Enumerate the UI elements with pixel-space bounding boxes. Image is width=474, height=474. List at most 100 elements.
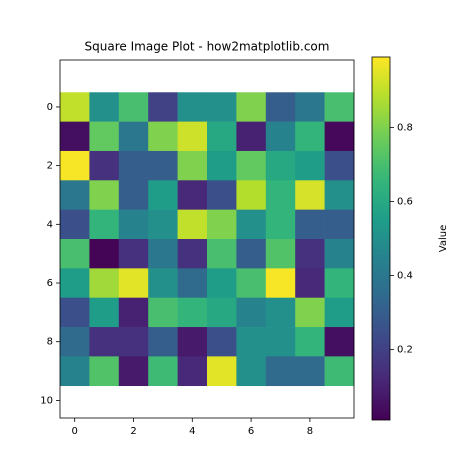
cell <box>265 209 296 240</box>
cell <box>118 121 149 152</box>
y-tick-label: 2 <box>47 161 53 172</box>
y-tick-label: 8 <box>47 337 53 348</box>
cell <box>324 150 355 181</box>
cell <box>177 209 208 240</box>
cell <box>295 239 325 269</box>
cell <box>207 180 237 210</box>
cell <box>118 356 149 387</box>
cell <box>236 239 267 269</box>
cell <box>265 239 296 269</box>
cell <box>89 180 120 210</box>
colorbar-label: Value <box>438 225 449 252</box>
cell <box>89 209 120 240</box>
cell <box>177 121 208 152</box>
cell <box>236 327 267 357</box>
cell <box>148 180 178 210</box>
cell <box>207 209 237 240</box>
cell <box>148 297 178 328</box>
cell <box>177 239 208 269</box>
cell <box>118 180 149 210</box>
chart-title: Square Image Plot - how2matplotlib.com <box>85 40 330 54</box>
cell <box>118 239 149 269</box>
axes-frame <box>59 59 355 419</box>
cell <box>295 268 325 298</box>
cell <box>89 356 120 387</box>
cell <box>236 92 267 122</box>
cell <box>177 297 208 328</box>
cell <box>177 327 208 357</box>
cell <box>118 92 149 122</box>
colorbar-tick-label: 0.6 <box>397 196 413 207</box>
x-tick-label: 8 <box>307 426 313 437</box>
cell <box>324 268 355 298</box>
y-tick-label: 4 <box>47 219 53 230</box>
colorbar <box>371 56 391 421</box>
cell <box>148 209 178 240</box>
cell <box>207 239 237 269</box>
cell <box>89 327 120 357</box>
cell <box>265 121 296 152</box>
cell <box>236 297 267 328</box>
y-tick-label: 10 <box>40 395 53 406</box>
cell <box>236 209 267 240</box>
x-tick-label: 4 <box>189 426 195 437</box>
cell <box>60 239 90 269</box>
cell <box>60 121 90 152</box>
cell <box>148 150 178 181</box>
cell <box>324 297 355 328</box>
cell <box>118 327 149 357</box>
cell <box>295 150 325 181</box>
cell <box>118 209 149 240</box>
x-tick-label: 0 <box>72 426 78 437</box>
cell <box>265 356 296 387</box>
cell <box>60 92 90 122</box>
cell <box>89 150 120 181</box>
cell <box>89 297 120 328</box>
cell <box>177 92 208 122</box>
cell <box>265 268 296 298</box>
cell <box>295 356 325 387</box>
cell <box>236 268 267 298</box>
cell <box>236 150 267 181</box>
cell <box>236 180 267 210</box>
cell <box>148 239 178 269</box>
cell <box>324 239 355 269</box>
colorbar-tick-label: 0.2 <box>397 345 413 356</box>
cell <box>60 356 90 387</box>
cell <box>295 92 325 122</box>
cell <box>324 121 355 152</box>
cell <box>89 121 120 152</box>
cell <box>118 150 149 181</box>
cell <box>207 356 237 387</box>
colorbar-tick-label: 0.8 <box>397 122 413 133</box>
cell <box>118 268 149 298</box>
cell <box>148 92 178 122</box>
cell <box>236 121 267 152</box>
cell <box>324 356 355 387</box>
cell <box>295 121 325 152</box>
cell <box>177 150 208 181</box>
cell <box>324 209 355 240</box>
cell <box>177 356 208 387</box>
cell <box>148 356 178 387</box>
cell <box>324 180 355 210</box>
cell <box>265 297 296 328</box>
cell <box>118 297 149 328</box>
cell <box>148 268 178 298</box>
cell <box>177 180 208 210</box>
y-tick-label: 6 <box>47 278 53 289</box>
cell <box>295 297 325 328</box>
cell <box>60 297 90 328</box>
colorbar-tick-label: 0.4 <box>397 271 413 282</box>
cell <box>89 239 120 269</box>
cell <box>295 327 325 357</box>
cell <box>207 327 237 357</box>
cell <box>324 92 355 122</box>
y-tick-label: 0 <box>47 102 53 113</box>
cell <box>236 356 267 387</box>
x-tick-label: 2 <box>130 426 136 437</box>
cell <box>207 297 237 328</box>
cell <box>265 327 296 357</box>
cell <box>60 268 90 298</box>
cell <box>295 180 325 210</box>
